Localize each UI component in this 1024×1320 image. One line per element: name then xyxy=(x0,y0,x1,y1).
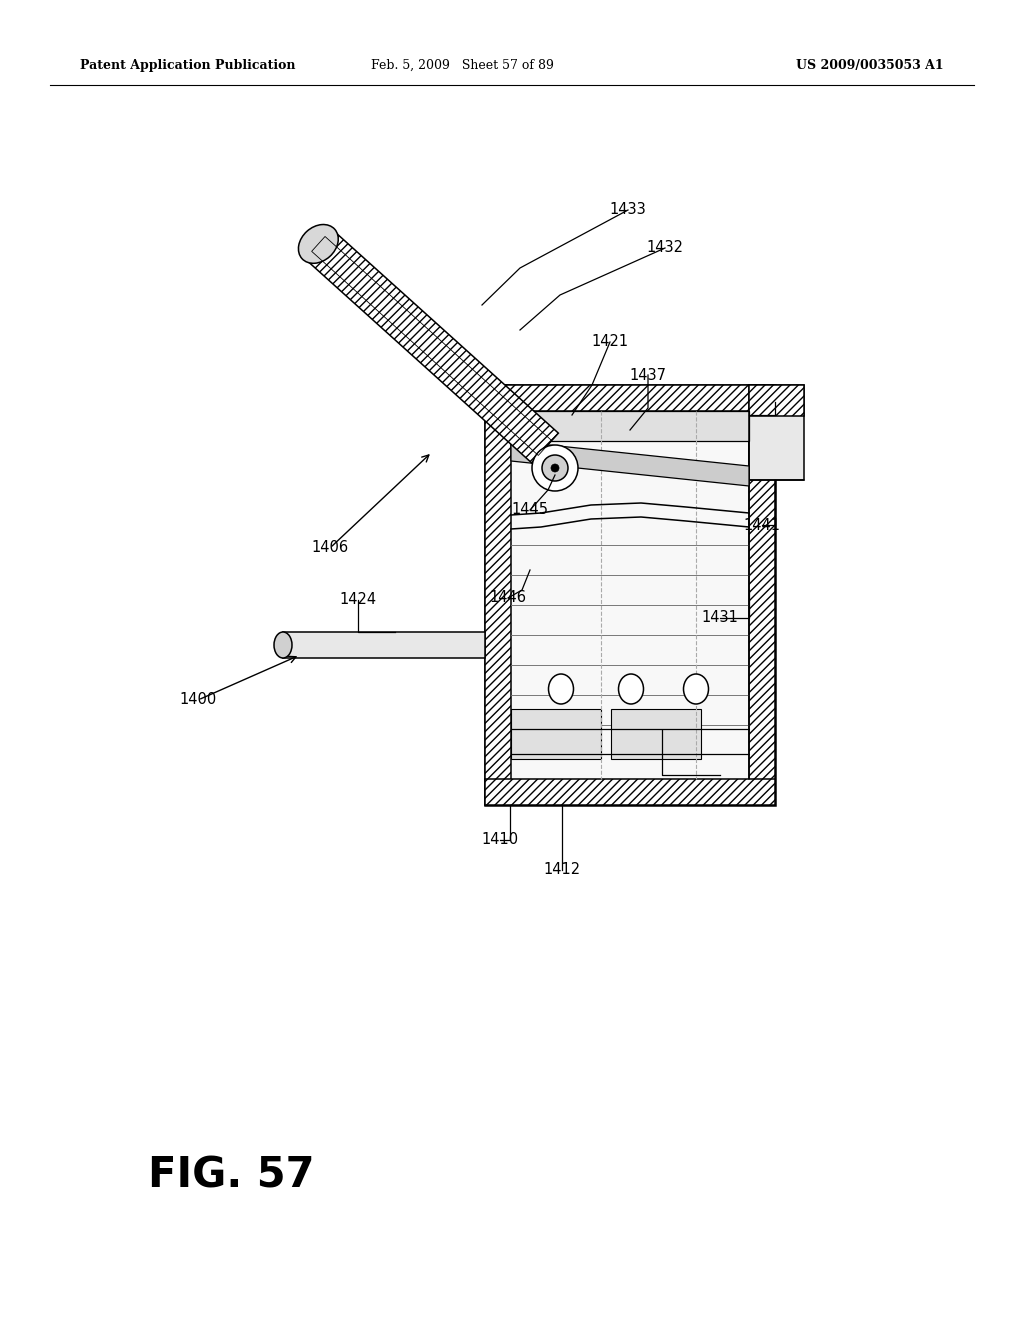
Bar xyxy=(283,632,485,657)
Text: 1424: 1424 xyxy=(339,593,377,607)
Text: 1445: 1445 xyxy=(512,503,549,517)
Text: 1437: 1437 xyxy=(630,367,667,383)
Text: Patent Application Publication: Patent Application Publication xyxy=(80,58,296,71)
Text: 1446: 1446 xyxy=(489,590,526,606)
Text: 1428: 1428 xyxy=(643,722,681,738)
Bar xyxy=(485,385,511,805)
Polygon shape xyxy=(305,230,558,463)
Bar xyxy=(749,385,804,480)
Text: 1406: 1406 xyxy=(311,540,348,556)
Ellipse shape xyxy=(683,675,709,704)
Bar xyxy=(749,385,804,416)
Text: 1421: 1421 xyxy=(592,334,629,350)
Bar xyxy=(485,385,775,805)
Bar xyxy=(485,385,775,411)
Text: Feb. 5, 2009   Sheet 57 of 89: Feb. 5, 2009 Sheet 57 of 89 xyxy=(371,58,553,71)
Text: US 2009/0035053 A1: US 2009/0035053 A1 xyxy=(797,58,944,71)
Text: 1431: 1431 xyxy=(701,610,738,626)
Text: 1447: 1447 xyxy=(757,395,794,409)
Text: 1432: 1432 xyxy=(646,240,683,256)
Polygon shape xyxy=(511,441,749,486)
Circle shape xyxy=(551,465,559,473)
Text: 1410: 1410 xyxy=(481,833,518,847)
Text: 1400: 1400 xyxy=(179,693,217,708)
Circle shape xyxy=(542,455,568,480)
Circle shape xyxy=(532,445,578,491)
Ellipse shape xyxy=(549,675,573,704)
Bar xyxy=(611,709,701,759)
Ellipse shape xyxy=(618,675,643,704)
Bar xyxy=(485,779,775,805)
Text: 1412: 1412 xyxy=(544,862,581,878)
Text: 1433: 1433 xyxy=(609,202,646,218)
Ellipse shape xyxy=(274,632,292,657)
Bar xyxy=(511,709,601,759)
Text: FIG. 57: FIG. 57 xyxy=(148,1154,314,1196)
Bar xyxy=(749,385,775,805)
Ellipse shape xyxy=(298,224,338,263)
Bar xyxy=(511,411,749,441)
Text: 1441: 1441 xyxy=(743,517,780,532)
